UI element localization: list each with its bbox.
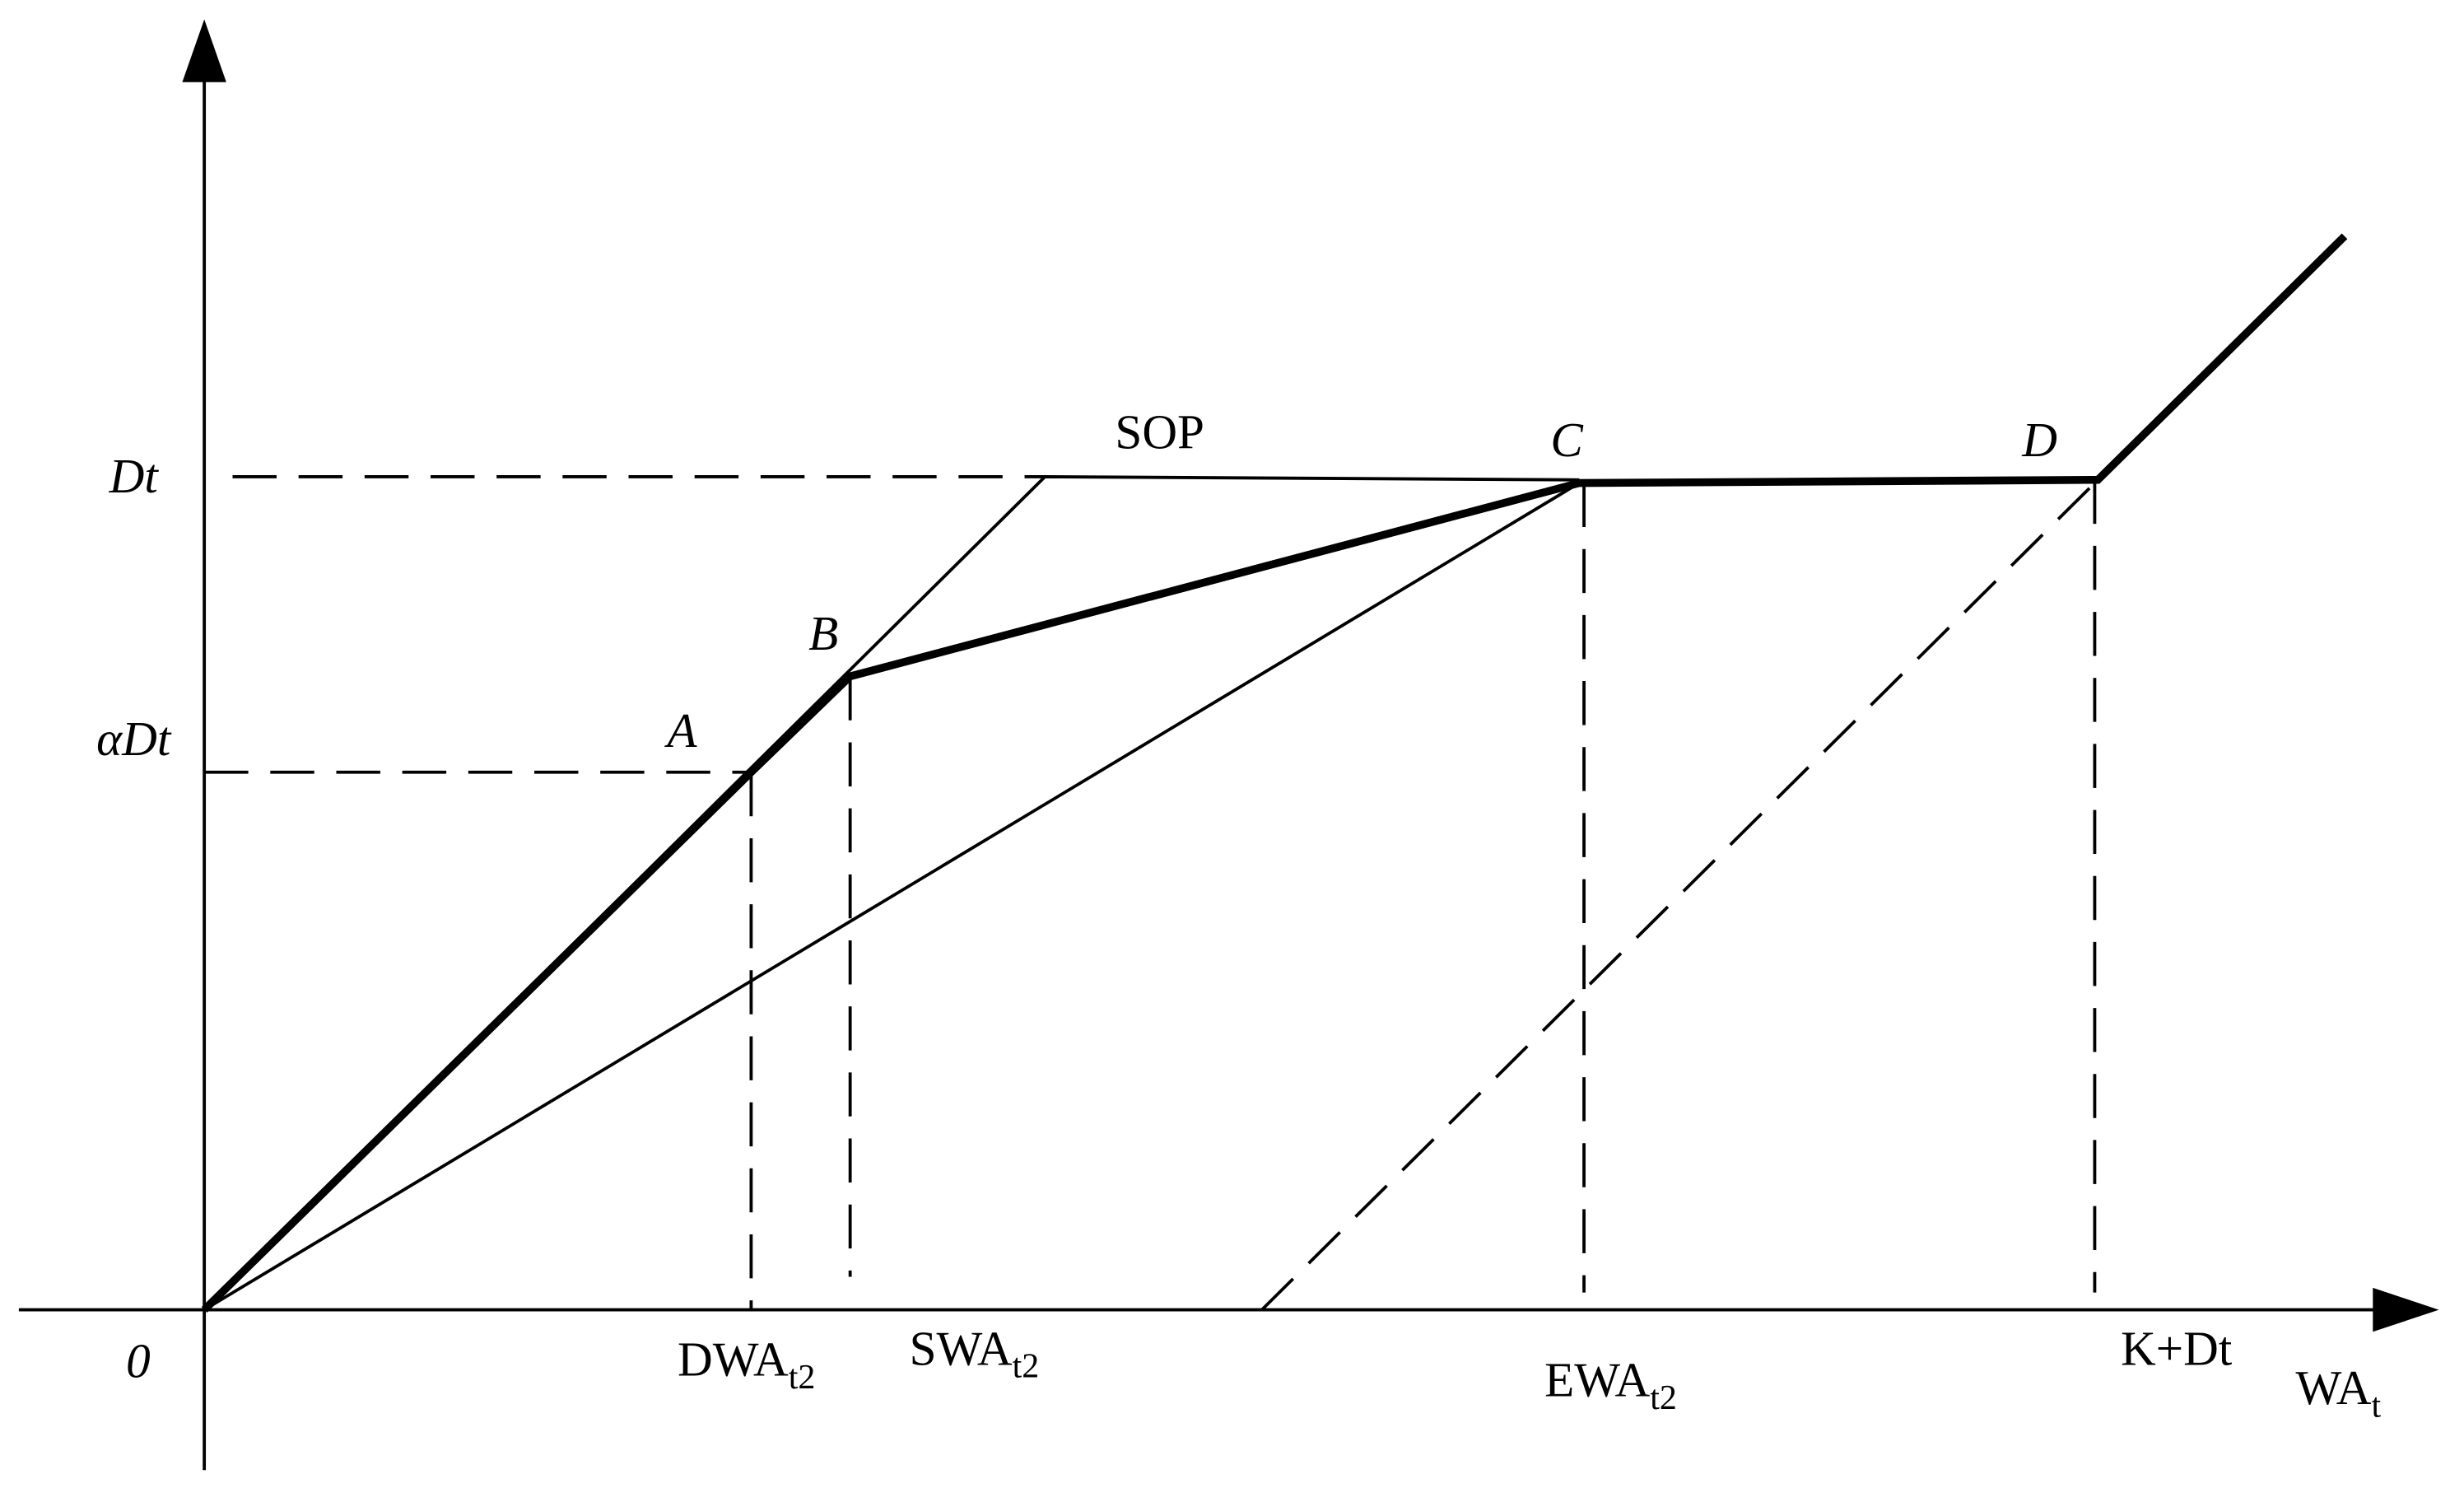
origin-c-line xyxy=(203,481,1581,1312)
y-arrow xyxy=(182,19,226,82)
label-sub: t2 xyxy=(1650,1379,1677,1417)
point-label: C xyxy=(1550,413,1583,467)
label-sub: t xyxy=(2371,1387,2381,1425)
label-sub: t2 xyxy=(1013,1348,1040,1386)
dt-label: Dt xyxy=(109,449,160,503)
origin-label: 0 xyxy=(126,1334,151,1388)
point-label: B xyxy=(808,606,838,660)
dwa-label: DWAt2 xyxy=(678,1332,815,1397)
label-main: DWA xyxy=(678,1332,789,1387)
payoff-line xyxy=(201,233,2348,1313)
point-label: A xyxy=(664,703,697,758)
label-sub: t2 xyxy=(789,1359,816,1397)
alpha-dt-label: αDt xyxy=(96,711,172,766)
label-main: EWA xyxy=(1544,1353,1650,1407)
wa-label: WAt xyxy=(2295,1360,2381,1425)
x-arrow xyxy=(2373,1287,2439,1332)
ewa-label: EWAt2 xyxy=(1544,1353,1677,1417)
point-label: D xyxy=(2021,413,2057,467)
sop-label: SOP xyxy=(1115,405,1204,459)
swa-label: SWAt2 xyxy=(910,1321,1040,1385)
kdt-label: K+Dt xyxy=(2121,1321,2233,1375)
label-main: WA xyxy=(2295,1360,2371,1415)
label-main: SWA xyxy=(910,1321,1013,1375)
